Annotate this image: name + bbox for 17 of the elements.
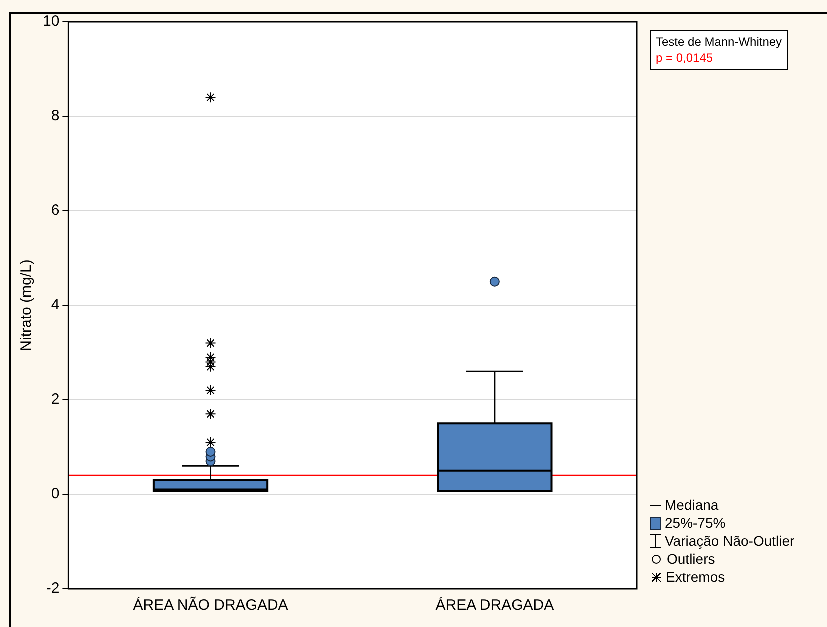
y-tick-label: 0: [51, 486, 60, 503]
text: Extremos: [666, 568, 726, 586]
x-tick-label: ÁREA DRAGADA: [436, 596, 554, 614]
y-tick-label: 4: [51, 296, 60, 314]
text: Teste de Mann-Whitney: [656, 34, 782, 50]
y-tick-label: 10: [42, 13, 60, 30]
y-tick-label: 8: [51, 108, 60, 125]
x-tick-label: ÁREA NÃO DRAGADA: [133, 596, 288, 614]
text: Variação Não-Outlier: [665, 532, 795, 550]
y-tick-label: -2: [46, 580, 60, 598]
y-tick-label: 2: [51, 391, 60, 408]
text: p = 0,0145: [656, 50, 714, 66]
text: Outliers: [667, 550, 716, 568]
y-tick-label: 6: [51, 202, 60, 220]
text: Mediana: [665, 496, 719, 514]
y-axis-title: Nitrato (mg/L): [18, 260, 36, 352]
text: 25%-75%: [665, 514, 726, 532]
